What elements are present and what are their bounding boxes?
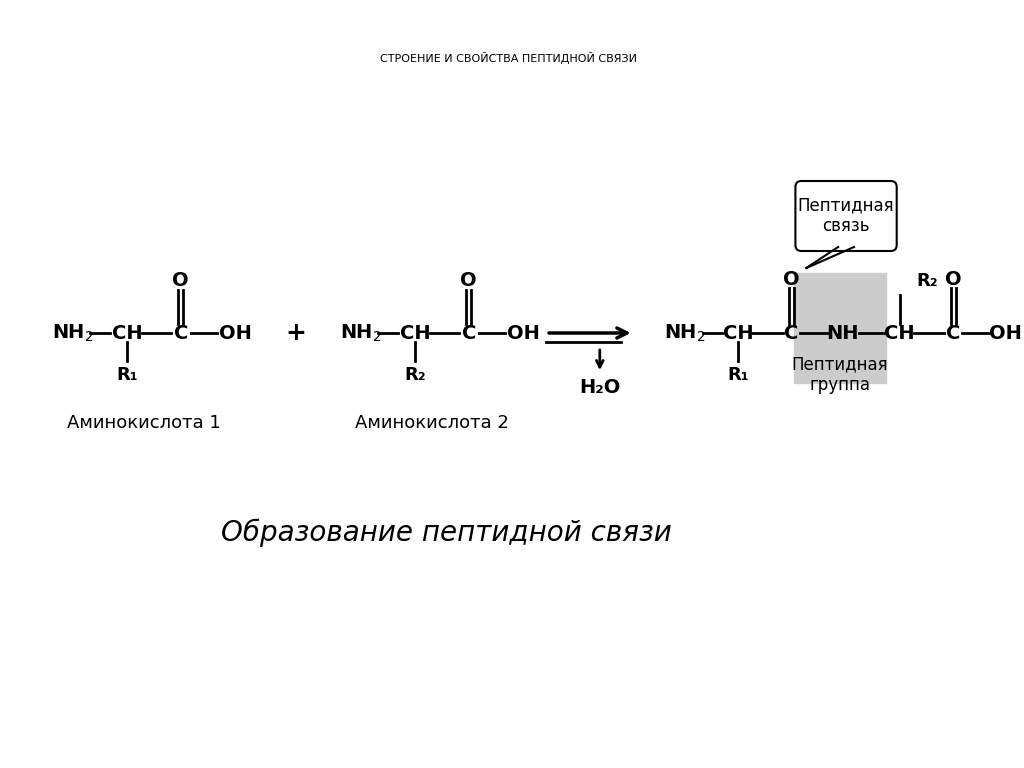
Text: Пептидная
связь: Пептидная связь bbox=[798, 197, 894, 236]
Polygon shape bbox=[806, 246, 854, 268]
Text: OH: OH bbox=[219, 323, 252, 343]
Text: O: O bbox=[461, 270, 477, 290]
Text: Образование пептидной связи: Образование пептидной связи bbox=[221, 518, 672, 548]
Text: Пептидная
группа: Пептидная группа bbox=[792, 355, 889, 394]
Text: C: C bbox=[173, 323, 188, 343]
Text: CH: CH bbox=[723, 323, 753, 343]
Text: C: C bbox=[784, 323, 799, 343]
Text: NH$_2$: NH$_2$ bbox=[340, 323, 381, 343]
Text: R₁: R₁ bbox=[117, 366, 138, 384]
Text: CH: CH bbox=[885, 323, 915, 343]
Text: R₁: R₁ bbox=[727, 366, 749, 384]
Text: CH: CH bbox=[399, 323, 430, 343]
Text: O: O bbox=[945, 270, 962, 289]
Text: O: O bbox=[783, 270, 800, 289]
Bar bbox=[795, 273, 886, 383]
Text: OH: OH bbox=[988, 323, 1021, 343]
Text: CH: CH bbox=[112, 323, 142, 343]
Text: Аминокислота 2: Аминокислота 2 bbox=[355, 414, 509, 432]
Text: СТРОЕНИЕ И СВОЙСТВА ПЕПТИДНОЙ СВЯЗИ: СТРОЕНИЕ И СВОЙСТВА ПЕПТИДНОЙ СВЯЗИ bbox=[380, 52, 637, 64]
Text: OH: OH bbox=[507, 323, 540, 343]
Text: H₂O: H₂O bbox=[580, 378, 621, 396]
Text: R₂: R₂ bbox=[916, 272, 938, 290]
FancyBboxPatch shape bbox=[796, 181, 897, 251]
Text: C: C bbox=[946, 323, 961, 343]
Text: C: C bbox=[462, 323, 476, 343]
Text: O: O bbox=[172, 270, 189, 290]
Text: NH: NH bbox=[825, 323, 858, 343]
Text: +: + bbox=[286, 321, 306, 345]
Text: NH$_2$: NH$_2$ bbox=[665, 323, 706, 343]
Text: Аминокислота 1: Аминокислота 1 bbox=[68, 414, 221, 432]
Text: NH$_2$: NH$_2$ bbox=[51, 323, 93, 343]
Text: R₂: R₂ bbox=[404, 366, 426, 384]
